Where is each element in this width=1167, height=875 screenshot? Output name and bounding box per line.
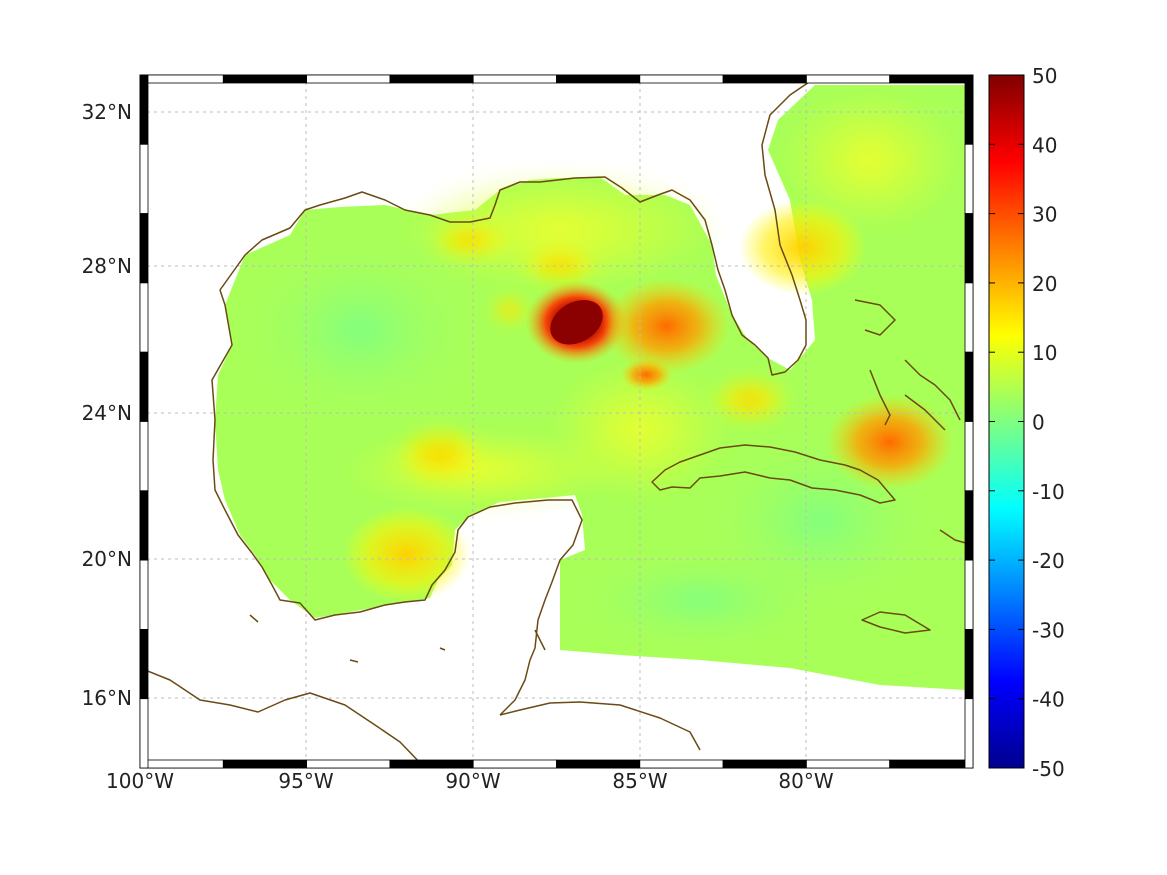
lon-label-100w: 100°W [106, 769, 174, 793]
frame-segment [964, 490, 974, 561]
lon-label-95w: 95°W [278, 769, 333, 793]
anomaly-hotspot-3 [825, 394, 954, 491]
lon-label-90w: 90°W [445, 769, 500, 793]
frame-segment [222, 759, 308, 769]
map-gridlines [140, 75, 973, 768]
colorbar-label: 10 [1032, 341, 1057, 365]
honduras-coast [499, 701, 701, 751]
frame-segment [139, 629, 149, 700]
lat-label-20n: 20°N [82, 547, 132, 571]
frame-segment [306, 74, 391, 84]
jamaica-coast [861, 611, 931, 634]
frame-segment [139, 351, 149, 422]
frame-segment [722, 759, 807, 769]
frame-segment [389, 759, 474, 769]
lat-label-16n: 16°N [82, 686, 132, 710]
frame-segment [472, 759, 557, 769]
colorbar-ticks [989, 74, 1024, 769]
frame-segment [964, 698, 974, 769]
mexico-coast [212, 459, 583, 716]
frame-segment [889, 74, 974, 84]
frame-segment [556, 74, 641, 84]
coastlines [140, 77, 973, 768]
colorbar-label: -40 [1032, 688, 1065, 712]
frame-segment [389, 74, 474, 84]
frame-segment [806, 759, 891, 769]
lat-label-28n: 28°N [82, 254, 132, 278]
map-frame-pattern [139, 74, 974, 769]
frame-segment [139, 282, 149, 353]
us-gulf-coast [211, 77, 816, 461]
cuba-coast [651, 444, 896, 504]
colorbar-label: 50 [1032, 64, 1057, 88]
colorbar-label: 40 [1032, 133, 1057, 157]
frame-segment [964, 559, 974, 630]
frame-segment [556, 759, 641, 769]
frame-segment [964, 351, 974, 422]
frame-segment [306, 759, 391, 769]
colorbar-label: 0 [1032, 411, 1045, 435]
lat-label-32n: 32°N [82, 100, 132, 124]
anomaly-hotspot-2 [602, 277, 731, 374]
frame-segment [889, 759, 974, 769]
yucatan-islands [249, 614, 546, 663]
frame-segment [139, 490, 149, 561]
frame-segment [139, 759, 224, 769]
frame-segment [639, 759, 724, 769]
data-field [140, 75, 973, 768]
frame-segment [806, 74, 891, 84]
lon-label-85w: 85°W [612, 769, 667, 793]
anomaly-hotspot-4 [342, 506, 471, 603]
frame-segment [964, 74, 974, 145]
colorbar-label: 30 [1032, 203, 1057, 227]
central-america-coast [140, 667, 426, 768]
colorbar-label: -10 [1032, 480, 1065, 504]
frame-segment [139, 74, 149, 145]
frame-segment [139, 421, 149, 492]
colorbar-label: 20 [1032, 272, 1057, 296]
frame-segment [639, 74, 724, 84]
frame-segment [964, 629, 974, 700]
colorbar-label: -20 [1032, 549, 1065, 573]
frame-segment [139, 143, 149, 215]
frame-segment [964, 421, 974, 492]
anomaly-hotspot-core [550, 299, 603, 345]
frame-segment [139, 213, 149, 284]
anomaly-hotspot-5 [739, 199, 868, 296]
colorbar-label: -50 [1032, 757, 1065, 781]
frame-segment [964, 143, 974, 215]
colorbar-label: -30 [1032, 618, 1065, 642]
frame-segment [222, 74, 308, 84]
frame-segment [139, 74, 224, 84]
lat-label-24n: 24°N [82, 401, 132, 425]
lon-label-80w: 80°W [778, 769, 833, 793]
frame-segment [472, 74, 557, 84]
frame-segment [139, 698, 149, 769]
frame-segment [964, 282, 974, 353]
bahamas-coast [854, 299, 961, 431]
colorbar-labels: 50 40 30 20 10 0 -10 -20 -30 -40 -50 [1032, 64, 1065, 781]
frame-segment [964, 213, 974, 284]
frame-segment [722, 74, 807, 84]
frame-segment [139, 559, 149, 630]
